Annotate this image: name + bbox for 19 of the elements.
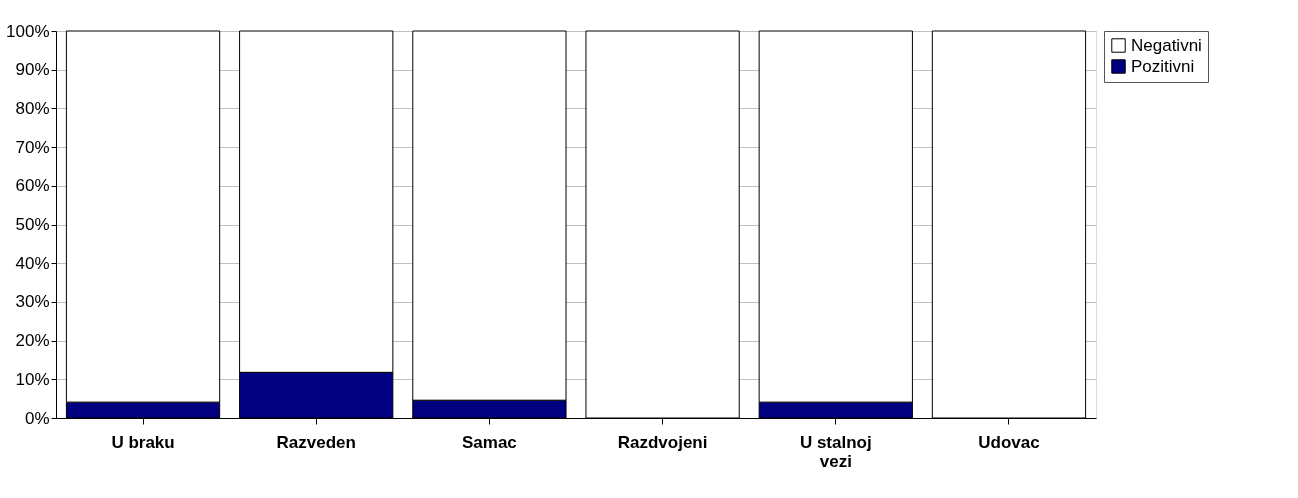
y-tick-label: 40% [15,253,50,273]
y-tick-label: 90% [15,60,50,80]
y-tick-label: 20% [15,331,50,351]
x-tick-label: Razveden [276,432,356,452]
y-tick-label: 0% [24,408,50,428]
y-tick-label: 100% [6,21,50,41]
x-tick-label: U stalnoj vezi [799,432,872,471]
y-tick-label: 70% [15,137,50,157]
x-tick-label: Udovac [978,432,1040,452]
y-tick-label: 50% [15,215,50,234]
x-tick-label: Samac [461,432,517,452]
y-tick-label: 10% [15,369,50,389]
y-tick-label: 60% [15,176,50,196]
y-tick-label: 30% [15,292,50,312]
x-tick-label: U braku [111,432,175,452]
y-tick-label: 80% [15,98,50,118]
legend-label: Pozitivni [1131,56,1195,76]
x-tick-label: Razdvojeni [617,432,708,452]
legend-label: Negativni [1131,35,1202,55]
